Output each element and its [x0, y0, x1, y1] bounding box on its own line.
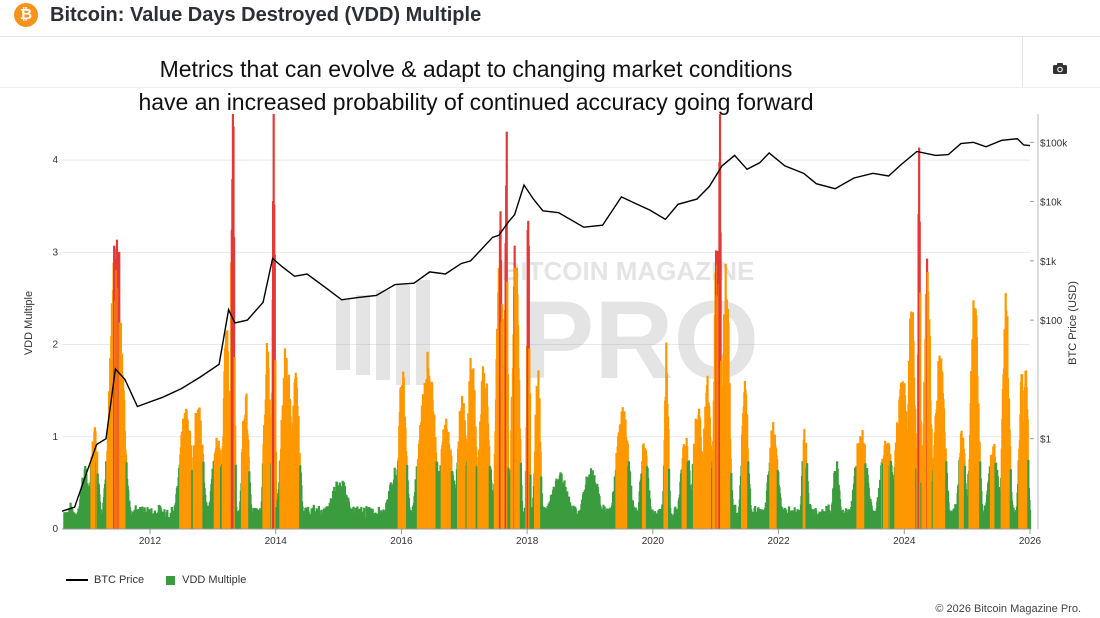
vdd-bar: [274, 360, 277, 529]
bitcoin-logo-icon: ₿: [14, 3, 38, 27]
chart-header: ₿ Bitcoin: Value Days Destroyed (VDD) Mu…: [0, 0, 1100, 37]
copyright: © 2026 Bitcoin Magazine Pro.: [935, 603, 1081, 615]
legend-price-swatch[interactable]: [66, 579, 88, 581]
vdd-bar: [720, 360, 723, 529]
x-tick-label: 2022: [767, 536, 790, 547]
chart-legend: BTC Price VDD Multiple: [66, 574, 246, 586]
y-right-tick-label: $100k: [1040, 138, 1068, 149]
vdd-bar: [528, 393, 532, 529]
x-tick-label: 2012: [139, 536, 162, 547]
btc-price-line: [61, 137, 1031, 512]
chart-title: Bitcoin: Value Days Destroyed (VDD) Mult…: [50, 4, 482, 26]
y-right-tick-label: $10k: [1040, 198, 1063, 209]
vdd-bar: [506, 374, 509, 529]
vdd-bar: [234, 464, 237, 529]
legend-vdd-swatch[interactable]: [166, 575, 176, 585]
y-left-tick-label: 2: [52, 340, 58, 351]
y-left-tick-label: 3: [52, 247, 58, 258]
x-tick-label: 2018: [516, 536, 539, 547]
caption-line-2: have an increased probability of continu…: [138, 89, 814, 115]
watermark: BITCOIN MAGAZINE PRO: [336, 256, 759, 402]
vdd-bar: [602, 504, 605, 529]
x-tick-label: 2014: [265, 536, 288, 547]
vdd-bars: [63, 114, 1032, 530]
x-tick-label: 2016: [390, 536, 413, 547]
vdd-bar: [919, 292, 922, 529]
vdd-bar: [157, 504, 160, 529]
y-left-tick-label: 0: [52, 524, 58, 535]
y-right-label: BTC Price (USD): [1067, 281, 1079, 365]
x-tick-label: 2026: [1019, 536, 1042, 547]
camera-icon[interactable]: [1052, 62, 1068, 80]
vdd-bar: [529, 474, 532, 529]
legend-vdd-label[interactable]: VDD Multiple: [182, 574, 247, 586]
y-right-tick-label: $1: [1040, 435, 1052, 446]
x-tick-label: 2024: [893, 536, 916, 547]
y-right-tick-label: $1k: [1040, 257, 1057, 268]
watermark-top: BITCOIN MAGAZINE: [502, 256, 755, 286]
legend-price-label[interactable]: BTC Price: [94, 574, 145, 586]
caption-line-1: Metrics that can evolve & adapt to chang…: [159, 56, 793, 82]
y-right-tick-label: $100: [1040, 316, 1063, 327]
toolbar-divider: [1022, 37, 1023, 87]
axes: 0 1 2 3 4 $1 $100 $1k $10k $100k 2012 2014 2016 2018 2…: [52, 114, 1068, 547]
toolbar-row: [0, 37, 1100, 88]
watermark-columns-icon: [336, 280, 430, 385]
y-left-tick-label: 4: [52, 155, 58, 166]
y-left-label: VDD Multiple: [23, 291, 35, 355]
vdd-bar: [274, 451, 278, 529]
vdd-bar: [1028, 510, 1032, 529]
y-left-tick-label: 1: [52, 432, 58, 443]
vdd-bar: [507, 467, 510, 529]
x-tick-label: 2020: [642, 536, 665, 547]
vdd-bar: [919, 420, 922, 529]
